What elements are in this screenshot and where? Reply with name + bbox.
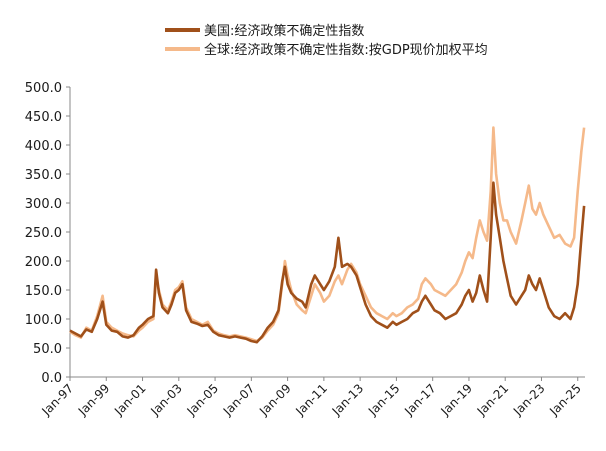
y-tick-label: 400.0 (25, 139, 62, 154)
y-tick-label: 500.0 (25, 81, 62, 96)
y-tick-label: 350.0 (25, 168, 62, 183)
x-tick-label: Jan-13 (329, 381, 367, 419)
y-tick-label: 100.0 (25, 313, 62, 328)
y-tick-label: 150.0 (25, 284, 62, 299)
y-tick-label: 200.0 (25, 255, 62, 270)
y-tick-label: 300.0 (25, 197, 62, 212)
legend-label-us: 美国:经济政策不确定性指数 (204, 23, 364, 39)
y-tick-label: 250.0 (25, 226, 62, 241)
x-axis: Jan-97 Jan-99 Jan-01 Jan-03 Jan-05 Jan-07 Jan-… (39, 376, 585, 419)
legend-label-global: 全球:经济政策不确定性指数:按GDP现价加权平均 (204, 42, 488, 58)
x-tick-label: Jan-05 (184, 381, 222, 419)
legend: 美国:经济政策不确定性指数 全球:经济政策不确定性指数:按GDP现价加权平均 (165, 23, 488, 58)
x-tick-label: Jan-19 (438, 381, 476, 419)
x-tick-label: Jan-23 (510, 381, 548, 419)
x-tick-label: Jan-03 (147, 381, 185, 419)
plot-area (69, 126, 586, 344)
x-tick-label: Jan-15 (365, 381, 403, 419)
x-tick-label: Jan-17 (401, 381, 439, 419)
x-tick-label: Jan-09 (256, 381, 294, 419)
x-tick-label: Jan-25 (546, 381, 584, 419)
x-tick-label: Jan-21 (474, 381, 512, 419)
y-tick-label: 50.0 (33, 342, 62, 357)
x-tick-label: Jan-97 (39, 381, 77, 419)
x-tick-label: Jan-99 (75, 381, 113, 419)
y-tick-label: 0.0 (41, 371, 62, 386)
x-tick-label: Jan-11 (292, 381, 330, 419)
series-line-global (69, 126, 586, 343)
y-axis: 0.0 50.0 100.0 150.0 200.0 250.0 300.0 350.0 400… (25, 81, 71, 386)
x-tick-label: Jan-07 (220, 381, 258, 419)
series-line-us (69, 181, 586, 344)
y-tick-label: 450.0 (25, 110, 62, 125)
x-tick-label: Jan-01 (111, 381, 149, 419)
